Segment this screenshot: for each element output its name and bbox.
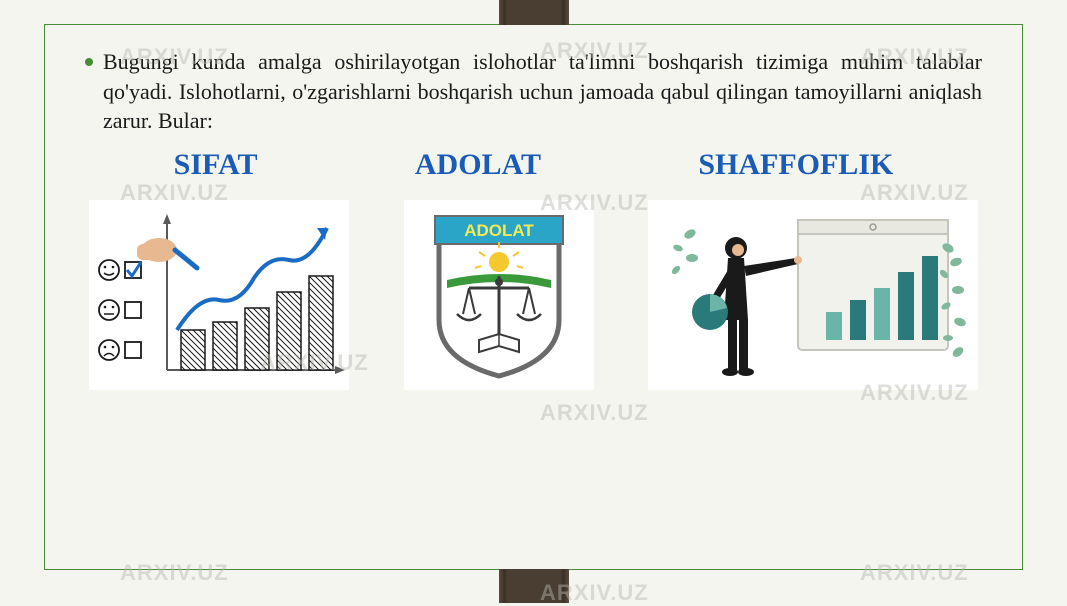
illustrations-row: ADOLAT [85, 200, 982, 390]
adolat-emblem-icon: ADOLAT [429, 210, 569, 380]
sifat-chart-icon [89, 200, 349, 390]
principle-sifat: SIFAT [174, 148, 258, 182]
adolat-banner-text: ADOLAT [464, 221, 534, 240]
shaffoflik-graphic-icon [648, 200, 978, 390]
decorative-tab-bottom [499, 569, 569, 603]
bullet-dot-icon [85, 58, 93, 66]
bullet-paragraph: Bugungi kunda amalga oshirilayotgan islo… [85, 47, 982, 136]
sifat-illustration [89, 200, 349, 390]
principle-shaffoflik: SHAFFOFLIK [698, 148, 893, 182]
principle-adolat: ADOLAT [415, 148, 541, 182]
decorative-tab-top [499, 0, 569, 25]
slide-frame: Bugungi kunda amalga oshirilayotgan islo… [44, 24, 1023, 570]
principles-row: SIFAT ADOLAT SHAFFOFLIK [85, 148, 982, 182]
body-text: Bugungi kunda amalga oshirilayotgan islo… [103, 47, 982, 136]
shaffoflik-illustration [648, 200, 978, 390]
adolat-illustration: ADOLAT [404, 200, 594, 390]
